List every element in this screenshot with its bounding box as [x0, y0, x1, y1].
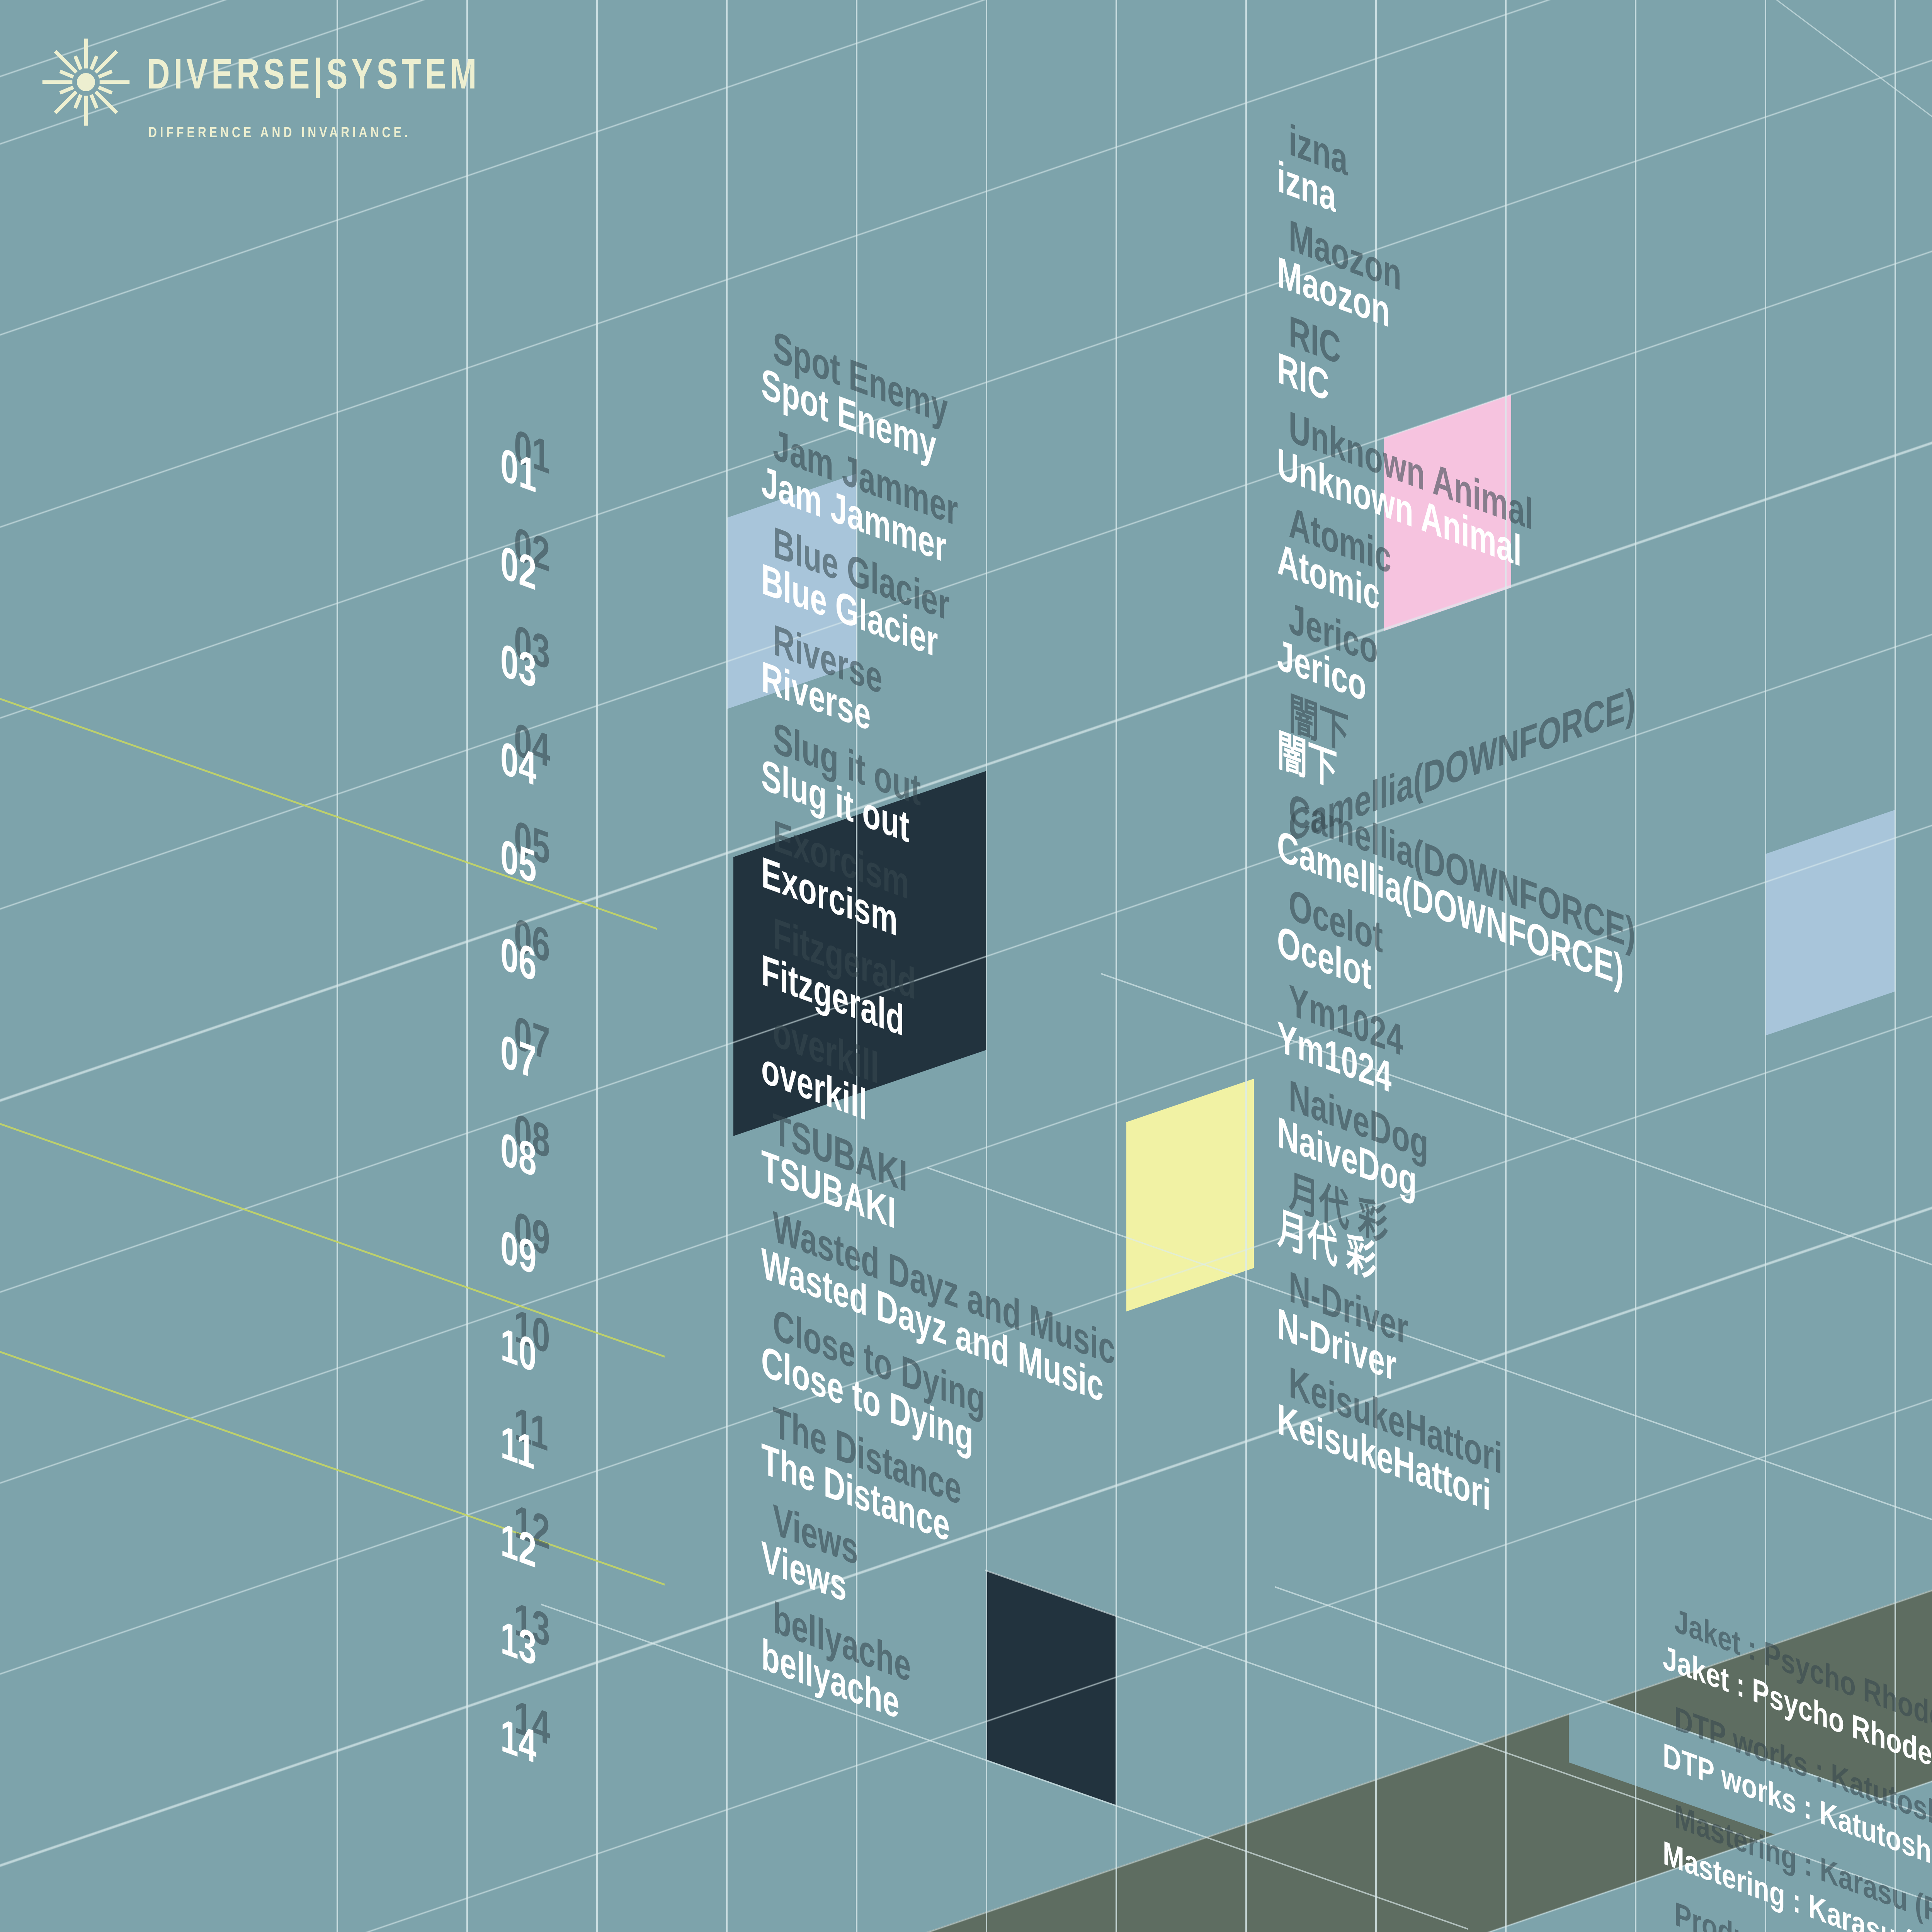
logo-tagline: DIFFERENCE AND INVARIANCE.	[148, 124, 411, 141]
track-number: 03	[500, 633, 537, 699]
track-number: 08	[500, 1122, 537, 1187]
track-number: 12	[500, 1513, 537, 1578]
logo-title: DIVERSE|SYSTEM	[147, 50, 481, 98]
track-number: 09	[500, 1220, 537, 1285]
track-number: 14	[500, 1709, 537, 1774]
track-number: 05	[500, 829, 537, 894]
track-number: 06	[500, 927, 537, 992]
track-number: 07	[500, 1024, 537, 1090]
track-number: 04	[500, 731, 537, 796]
track-number: 10	[500, 1318, 537, 1383]
logo: DIVERSE|SYSTEM DIFFERENCE AND INVARIANCE…	[0, 0, 580, 162]
track-number: 02	[500, 536, 537, 601]
track-number: 01	[500, 438, 537, 503]
starburst-icon	[42, 38, 130, 126]
track-number: 11	[500, 1415, 535, 1480]
grid-verticals	[337, 0, 1932, 1932]
track-number: 13	[500, 1611, 537, 1676]
